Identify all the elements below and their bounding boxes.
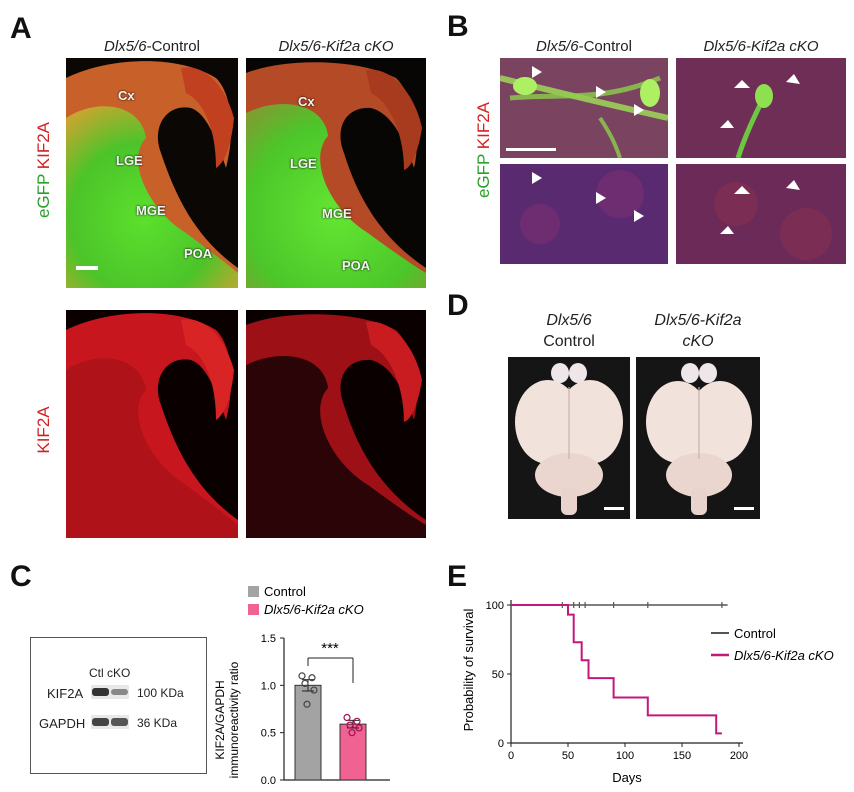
legend-label-control: Control (734, 626, 776, 641)
region-label-mge: MGE (136, 203, 166, 218)
cko-egfp-kif2a-image: Cx LGE MGE POA (246, 58, 426, 288)
legend-label-cko: Dlx5/6-Kif2a cKO (734, 648, 834, 663)
blot-band-strip-kif2a (91, 685, 129, 699)
blot-band (92, 688, 109, 696)
region-label-poa: POA (342, 258, 371, 273)
y-tick-label: 0.5 (261, 728, 276, 740)
panel-label-c: C (10, 560, 32, 593)
blot-size-gapdh: 36 KDa (137, 716, 178, 730)
legend-swatch-cko (248, 604, 259, 615)
survival-chart: Probability of survival Days 0 50 100 150 20… (461, 600, 834, 785)
y-tick-label: 100 (486, 600, 504, 612)
y-tick-label: 0.0 (261, 775, 276, 787)
y-tick-label: 0 (498, 738, 504, 750)
scale-bar (734, 507, 754, 510)
bar (294, 684, 322, 781)
panel-d-cko-line2: cKO (682, 333, 714, 350)
control-egfp-kif2a-image: Cx LGE MGE POA (66, 58, 238, 288)
significance-stars: *** (321, 640, 339, 657)
panel-label-e: E (447, 560, 468, 593)
x-tick-label: 100 (616, 750, 634, 762)
panel-b-row-label: eGFP KIF2A (474, 101, 493, 199)
blot-protein-gapdh: GAPDH (39, 716, 86, 731)
y-tick-label: 1.5 (261, 633, 276, 645)
bar (339, 723, 367, 781)
x-tick-label: 50 (562, 750, 574, 762)
blot-size-kif2a: 100 KDa (137, 686, 184, 700)
blot-band (92, 718, 109, 726)
y-tick-label: 1.0 (261, 680, 276, 692)
western-blot-box: Ctl cKO KIF2A 100 KDa GAPDH 36 KDa (30, 637, 207, 774)
panel-a-control-title: Dlx5/6-Control (104, 38, 200, 55)
y-axis-label-line2: immunoreactivity ratio (227, 661, 241, 778)
panel-a-row2-label: KIF2A (34, 406, 53, 454)
data-point (303, 700, 311, 708)
cko-kif2a-image (246, 310, 426, 538)
x-tick-label: 200 (730, 750, 748, 762)
data-point (310, 686, 318, 694)
cko-kif2a-zoom-image (676, 164, 846, 264)
y-axis-label: Probability of survival (461, 608, 476, 731)
cko-brain-photo (636, 357, 760, 519)
region-label-lge: LGE (116, 153, 143, 168)
panel-label-a: A (10, 12, 32, 45)
legend-swatch-control (248, 586, 259, 597)
data-point (301, 679, 309, 688)
panel-b-cko-title: Dlx5/6-Kif2a cKO (703, 38, 819, 55)
x-tick-label: 0 (508, 750, 514, 762)
x-tick-label: 150 (673, 750, 691, 762)
y-axis-label-line1: KIF2A/GAPDH (213, 680, 227, 759)
panel-b-control-title: Dlx5/6-Control (536, 38, 632, 55)
survival-curve (511, 604, 722, 735)
data-point (355, 724, 363, 732)
panel-d-control-line2: Control (543, 333, 595, 350)
region-label-cx: Cx (118, 88, 135, 103)
control-kif2a-image (66, 310, 238, 538)
blot-band-strip-gapdh (91, 715, 129, 729)
panel-a-cko-title: Dlx5/6-Kif2a cKO (278, 38, 394, 55)
y-tick-label: 50 (492, 669, 504, 681)
region-label-lge: LGE (290, 156, 317, 171)
panel-a-row1-label: eGFP KIF2A (34, 121, 53, 219)
x-axis-label: Days (612, 770, 642, 785)
scale-bar (506, 148, 556, 151)
region-label-cx: Cx (298, 94, 315, 109)
blot-lane-labels: Ctl cKO (89, 666, 131, 680)
blot-band (111, 689, 128, 695)
scale-bar (76, 266, 98, 270)
data-point (343, 713, 351, 722)
region-label-mge: MGE (322, 206, 352, 221)
panel-d-control-line1: Dlx5/6 (546, 312, 592, 329)
data-point (346, 721, 354, 729)
blot-protein-kif2a: KIF2A (47, 686, 84, 701)
data-point (298, 672, 306, 680)
cko-merge-image (676, 58, 846, 158)
panel-d-cko-line1: Dlx5/6-Kif2a (654, 312, 742, 329)
control-kif2a-zoom-image (500, 164, 668, 264)
blot-band (111, 718, 128, 726)
legend-label-cko: Dlx5/6-Kif2a cKO (264, 602, 364, 617)
data-point (353, 717, 361, 725)
data-point (348, 729, 356, 737)
control-brain-photo (508, 357, 630, 519)
panel-label-b: B (447, 10, 469, 43)
panel-label-d: D (447, 289, 469, 322)
region-label-poa: POA (184, 246, 213, 261)
data-point (308, 674, 316, 682)
legend-label-control: Control (264, 584, 306, 599)
scale-bar (604, 507, 624, 510)
bar-chart: Control Dlx5/6-Kif2a cKO KIF2A/GAPDH imm… (213, 584, 390, 787)
control-merge-image (500, 58, 668, 158)
